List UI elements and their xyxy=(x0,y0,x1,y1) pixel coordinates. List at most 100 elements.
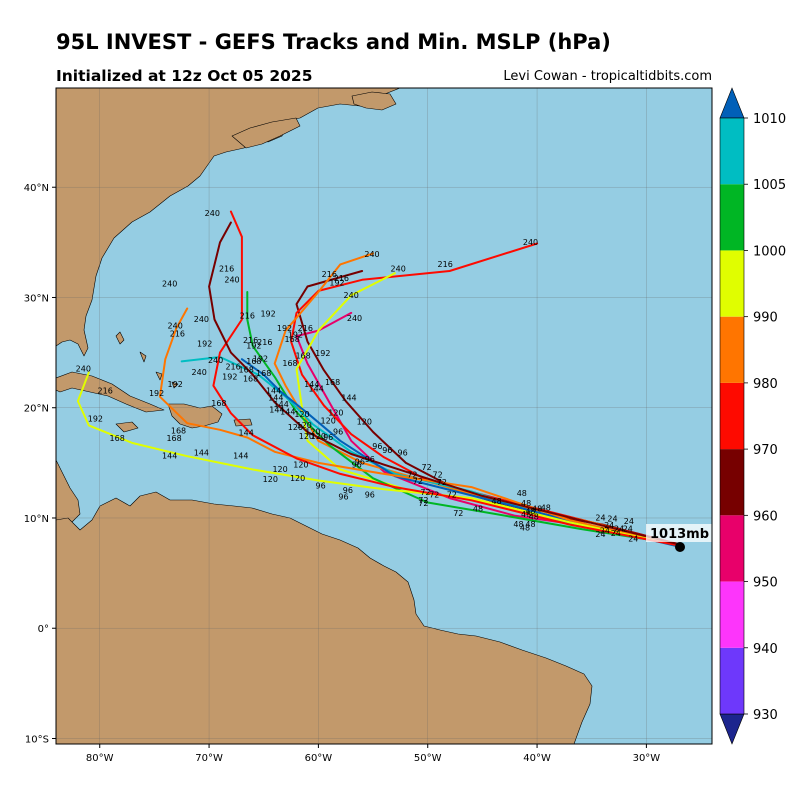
forecast-hour-label: 216 xyxy=(219,264,234,273)
colorbar-segment xyxy=(720,449,744,516)
forecast-hour-label: 216 xyxy=(257,338,272,347)
forecast-hour-label: 144 xyxy=(266,387,281,396)
forecast-hour-label: 168 xyxy=(110,434,125,443)
colorbar-tick-label: 950 xyxy=(753,576,778,591)
ensemble-track xyxy=(208,221,681,546)
landmass-layer xyxy=(56,88,593,744)
init-time-subtitle: Initialized at 12z Oct 05 2025 xyxy=(56,67,313,85)
lat-tick-label: 10°N xyxy=(24,514,49,525)
colorbar-tick-label: 990 xyxy=(753,311,778,326)
forecast-hour-label: 240 xyxy=(205,209,220,218)
colorbar-tick-label: 970 xyxy=(753,443,778,458)
forecast-hour-label: 216 xyxy=(98,387,113,396)
pressure-colorbar: 930 940 950 960 970 980 990 1000 1005 1010 xyxy=(719,87,786,745)
forecast-hour-label: 144 xyxy=(233,452,248,461)
forecast-hour-label: 192 xyxy=(288,331,303,340)
forecast-hour-label: 120 xyxy=(311,432,326,441)
bahamas-land xyxy=(115,331,179,389)
ensemble-tracks xyxy=(76,210,681,548)
lon-tick-label: 80°W xyxy=(86,753,114,764)
forecast-hour-label: 240 xyxy=(344,291,359,300)
forecast-hour-label: 144 xyxy=(280,408,295,417)
longitude-ticks: 80°W 70°W 60°W 50°W 40°W 30°W xyxy=(86,744,660,764)
forecast-hour-label: 72 xyxy=(407,471,417,480)
lon-tick-label: 50°W xyxy=(414,753,442,764)
forecast-hour-label: 72 xyxy=(437,478,447,487)
forecast-hour-label: 144 xyxy=(268,393,283,402)
forecast-hour-label: 96 xyxy=(338,493,348,502)
forecast-hour-label: 120 xyxy=(305,428,320,437)
forecast-hour-label: 48 xyxy=(529,512,539,521)
north-america-land xyxy=(56,88,401,357)
forecast-hour-label: 216 xyxy=(240,312,255,321)
current-position-marker: 1013mb xyxy=(646,524,712,552)
forecast-hour-label: 192 xyxy=(149,389,164,398)
forecast-hour-label: 96 xyxy=(323,433,333,442)
forecast-hour-label: 240 xyxy=(168,322,183,331)
colorbar-segment xyxy=(720,118,744,185)
forecast-hour-label: 120 xyxy=(263,475,278,484)
forecast-hour-label: 240 xyxy=(162,280,177,289)
forecast-hour-label: 192 xyxy=(260,310,275,319)
colorbar-under-extension xyxy=(719,713,745,745)
jamaica-land xyxy=(115,421,139,433)
forecast-hour-label: 192 xyxy=(315,349,330,358)
forecast-hour-label: 120 xyxy=(328,409,343,418)
forecast-hour-label: 96 xyxy=(365,490,375,499)
forecast-hour-label: 48 xyxy=(525,507,535,516)
nova-scotia-land xyxy=(231,117,301,149)
ensemble-track xyxy=(76,371,681,547)
lon-tick-label: 40°W xyxy=(523,753,551,764)
forecast-hour-label: 216 xyxy=(322,270,337,279)
forecast-hour-label: 168 xyxy=(211,399,226,408)
lon-tick-label: 70°W xyxy=(195,753,223,764)
forecast-hour-label: 120 xyxy=(294,410,309,419)
forecast-hour-label: 240 xyxy=(391,264,406,273)
colorbar-tick-label: 930 xyxy=(753,708,778,723)
forecast-hour-label: 96 xyxy=(398,448,408,457)
forecast-hour-label: 144 xyxy=(304,380,319,389)
forecast-hour-label: 168 xyxy=(285,335,300,344)
forecast-hour-label: 24 xyxy=(628,534,638,543)
forecast-hour-label: 192 xyxy=(88,414,103,423)
forecast-hour-label: 24 xyxy=(623,525,633,534)
forecast-hour-label: 216 xyxy=(438,260,453,269)
credit-text: Levi Cowan - tropicaltidbits.com xyxy=(503,69,712,84)
forecast-hour-label: 120 xyxy=(288,423,303,432)
colorbar-tick-label: 960 xyxy=(753,509,778,524)
lat-tick-label: 20°N xyxy=(24,404,49,415)
forecast-hour-label: 24 xyxy=(607,515,617,524)
forecast-hour-label: 192 xyxy=(246,342,261,351)
forecast-hour-label: 96 xyxy=(365,455,375,464)
colorbar-tick-label: 1010 xyxy=(753,112,786,127)
colorbar-segment xyxy=(720,250,744,317)
forecast-hour-label: 120 xyxy=(272,465,287,474)
lat-tick-label: 0° xyxy=(38,624,49,635)
forecast-hour-label: 120 xyxy=(290,474,305,483)
forecast-hour-label: 120 xyxy=(297,421,312,430)
colorbar-segment xyxy=(720,581,744,648)
forecast-hour-label: 24 xyxy=(595,530,605,539)
forecast-hour-label: 48 xyxy=(513,520,523,529)
newfoundland-land xyxy=(351,91,397,111)
forecast-hour-label: 48 xyxy=(520,523,530,532)
forecast-hour-label: 216 xyxy=(225,362,240,371)
lat-tick-label: 30°N xyxy=(24,293,49,304)
forecast-hour-label: 96 xyxy=(382,446,392,455)
forecast-hour-label: 240 xyxy=(523,238,538,247)
colorbar-tick-label: 1000 xyxy=(753,244,786,259)
latitude-ticks: 10°S 0° 10°N 20°N 30°N 40°N xyxy=(24,183,56,745)
colorbar-segment xyxy=(720,316,744,383)
forecast-hour-label: 96 xyxy=(352,461,362,470)
forecast-hour-label: 168 xyxy=(256,369,271,378)
forecast-hour-label: 96 xyxy=(316,482,326,491)
forecast-hour-label: 192 xyxy=(222,372,237,381)
forecast-hour-label: 48 xyxy=(521,510,531,519)
forecast-hour-label: 120 xyxy=(357,418,372,427)
forecast-hour-label: 48 xyxy=(532,505,542,514)
forecast-hour-label: 72 xyxy=(422,463,432,472)
forecast-hour-label: 24 xyxy=(614,525,624,534)
forecast-hour-label: 168 xyxy=(243,375,258,384)
forecast-hour-label: 24 xyxy=(624,517,634,526)
